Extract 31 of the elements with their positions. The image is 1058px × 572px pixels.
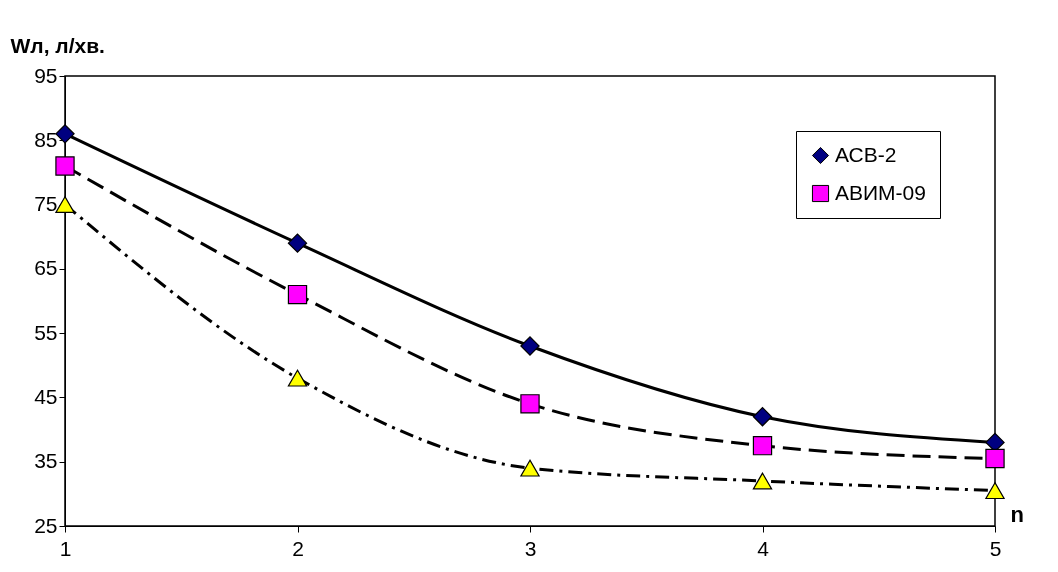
point — [287, 369, 308, 387]
y-tick-label: 25 — [34, 513, 58, 537]
point — [520, 336, 540, 356]
x-tick-label: 3 — [524, 536, 537, 560]
point — [287, 284, 308, 305]
point — [752, 435, 773, 456]
x-tick-label: 2 — [292, 536, 304, 560]
y-axis-title: Wл, л/хв. — [10, 33, 105, 57]
y-tick-label: 45 — [34, 384, 58, 408]
point — [55, 196, 75, 214]
legend-label: АВИМ-09 — [835, 180, 926, 204]
x-tick-label: 5 — [989, 536, 1002, 560]
x-axis-title: n — [1010, 501, 1024, 527]
point — [55, 124, 75, 144]
point — [752, 472, 773, 490]
legend-label: АСВ-2 — [835, 142, 897, 166]
point — [520, 394, 540, 414]
point — [985, 448, 1005, 469]
x-tick-label: 4 — [757, 536, 770, 560]
point — [985, 482, 1005, 500]
x-tick-label: 1 — [59, 536, 72, 560]
point — [752, 407, 773, 427]
point — [55, 156, 75, 176]
y-tick-label: 75 — [34, 192, 58, 216]
point — [520, 459, 540, 477]
y-tick-label: 85 — [34, 127, 58, 151]
y-tick-label: 95 — [34, 63, 58, 87]
y-tick-label: 65 — [34, 256, 58, 280]
y-tick-label: 55 — [34, 320, 58, 344]
y-tick-label: 35 — [34, 449, 58, 473]
point — [287, 233, 308, 253]
